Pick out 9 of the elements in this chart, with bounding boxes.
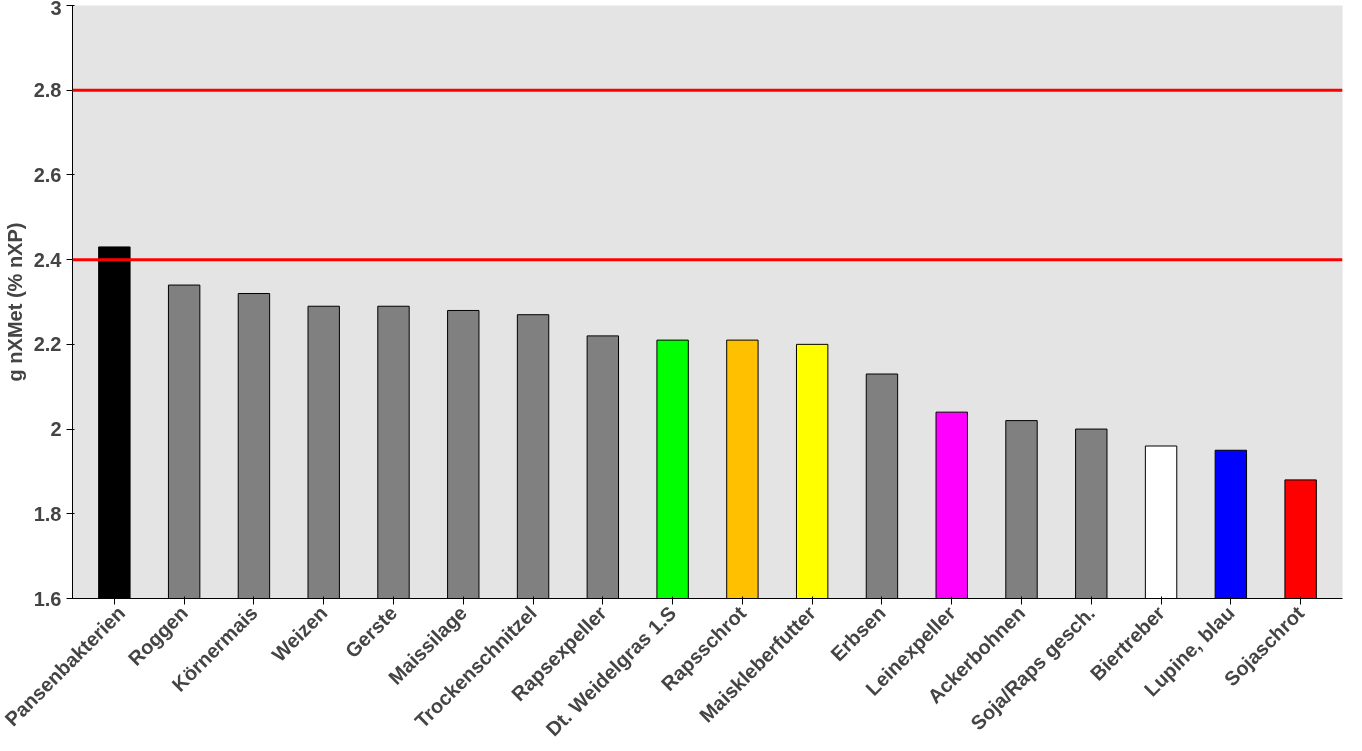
- y-tick-label: 2.8: [33, 79, 62, 102]
- y-tick-label: 1.8: [33, 502, 62, 525]
- y-tick-label: 2.2: [33, 333, 62, 356]
- y-tick-label: 2.6: [33, 163, 62, 186]
- y-axis-title: g nXMet (% nXP): [3, 222, 26, 382]
- y-tick-label: 1.6: [33, 587, 62, 610]
- y-tick-label: 2: [50, 418, 62, 441]
- y-tick-label: 3: [50, 0, 62, 19]
- y-tick-label: 2.4: [33, 248, 63, 271]
